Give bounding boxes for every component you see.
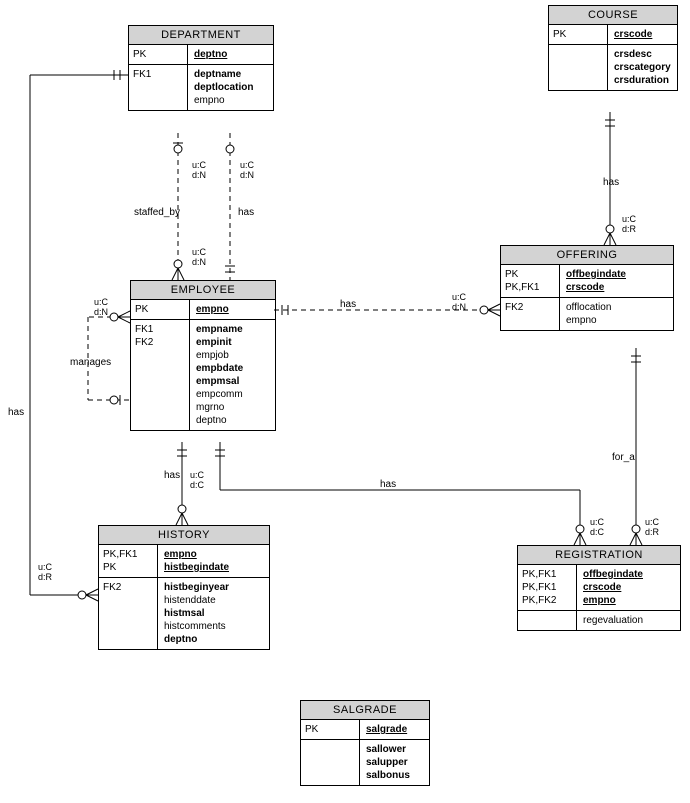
svg-text:d:R: d:R [38,572,53,582]
svg-text:u:C: u:C [192,247,207,257]
attr-col: sallowersaluppersalbonus [360,740,416,785]
key-col: PK [129,45,188,64]
attr-col: empnohistbegindate [158,545,235,577]
attr-col: offbegindatecrscodeempno [577,565,649,610]
key-col: FK2 [501,298,560,330]
svg-text:d:C: d:C [590,527,605,537]
svg-text:u:C: u:C [94,297,109,307]
svg-text:u:C: u:C [645,517,660,527]
attr-col: regevaluation [577,611,649,630]
attr-col: offlocationempno [560,298,617,330]
entity-title: REGISTRATION [518,546,680,565]
key-col: FK2 [99,578,158,649]
entity-title: HISTORY [99,526,269,545]
attr-col: crscode [608,25,658,44]
svg-text:u:C: u:C [622,214,637,224]
attr-col: crsdesccrscategorycrsduration [608,45,677,90]
key-col: PK [549,25,608,44]
key-col: PK,FK1PK [99,545,158,577]
svg-text:has: has [238,207,254,218]
attr-col: offbegindatecrscode [560,265,632,297]
key-col: PK,FK1PK,FK1PK,FK2 [518,565,577,610]
svg-text:d:C: d:C [190,480,205,490]
entity-history: HISTORYPK,FK1PKempnohistbegindateFK2hist… [98,525,270,650]
svg-text:for_a: for_a [612,452,635,463]
entity-title: EMPLOYEE [131,281,275,300]
svg-text:u:C: u:C [452,292,467,302]
svg-text:u:C: u:C [190,470,205,480]
key-col: PKPK,FK1 [501,265,560,297]
svg-text:manages: manages [70,357,111,368]
svg-text:d:N: d:N [192,257,206,267]
entity-registration: REGISTRATIONPK,FK1PK,FK1PK,FK2offbeginda… [517,545,681,631]
svg-text:staffed_by: staffed_by [134,207,180,218]
key-col: PK [131,300,190,319]
svg-text:d:N: d:N [240,170,254,180]
key-col [518,611,577,630]
svg-text:has: has [603,177,619,188]
attr-col: salgrade [360,720,413,739]
svg-text:d:N: d:N [452,302,466,312]
key-col [301,740,360,785]
svg-text:d:R: d:R [645,527,660,537]
attr-col: deptno [188,45,233,64]
svg-text:u:C: u:C [240,160,255,170]
entity-department: DEPARTMENTPKdeptnoFK1deptnamedeptlocatio… [128,25,274,111]
entity-offering: OFFERINGPKPK,FK1offbegindatecrscodeFK2of… [500,245,674,331]
attr-col: empno [190,300,235,319]
key-col: PK [301,720,360,739]
key-col [549,45,608,90]
key-col: FK1FK2 [131,320,190,430]
svg-text:has: has [380,479,396,490]
key-col: FK1 [129,65,188,110]
entity-title: OFFERING [501,246,673,265]
entity-employee: EMPLOYEEPKempnoFK1FK2empnameempinitempjo… [130,280,276,431]
attr-col: deptnamedeptlocationempno [188,65,259,110]
entity-course: COURSEPKcrscodecrsdesccrscategorycrsdura… [548,5,678,91]
svg-text:has: has [164,470,180,481]
svg-text:u:C: u:C [590,517,605,527]
svg-text:u:C: u:C [38,562,53,572]
entity-salgrade: SALGRADEPKsalgradesallowersaluppersalbon… [300,700,430,786]
svg-text:has: has [340,299,356,310]
relationship-edges: staffed_byu:Cd:Nu:Cd:Nhasu:Cd:Nhasu:Cd:R… [0,0,690,803]
svg-text:has: has [8,407,24,418]
entity-title: DEPARTMENT [129,26,273,45]
entity-title: SALGRADE [301,701,429,720]
attr-col: histbeginyearhistenddatehistmsalhistcomm… [158,578,235,649]
svg-text:d:R: d:R [622,224,637,234]
svg-text:d:N: d:N [192,170,206,180]
svg-text:d:N: d:N [94,307,108,317]
svg-text:u:C: u:C [192,160,207,170]
attr-col: empnameempinitempjobempbdateempmsalempco… [190,320,249,430]
entity-title: COURSE [549,6,677,25]
